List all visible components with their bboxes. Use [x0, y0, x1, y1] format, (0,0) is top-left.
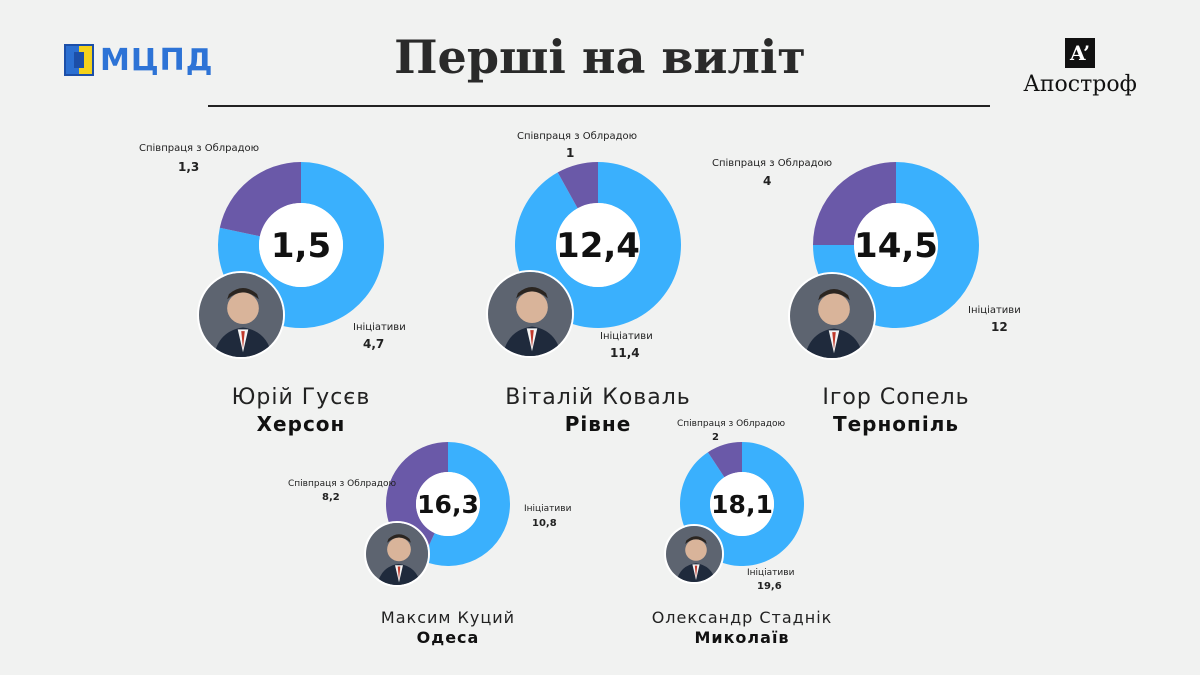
cooperation-slice	[557, 162, 598, 209]
initiatives-value: 4,7	[363, 337, 385, 351]
cooperation-label: Співпраця з Облрадою	[517, 131, 638, 142]
apostrof-logo-text: Апостроф	[1023, 72, 1137, 97]
donut-total: 18,1	[711, 490, 773, 519]
cooperation-label: Співпраця з Облрадою	[288, 479, 397, 489]
initiatives-label: Ініціативи	[353, 322, 406, 333]
cooperation-value: 1	[566, 146, 575, 160]
donut-total: 1,5	[271, 226, 331, 266]
person-photo	[364, 521, 430, 587]
donut-hole	[259, 203, 343, 287]
cooperation-value: 1,3	[178, 160, 200, 174]
city-name: Одеса	[416, 628, 480, 647]
person-photo	[197, 271, 285, 359]
initiatives-slice	[422, 442, 511, 566]
cooperation-slice	[219, 162, 301, 237]
mcpd-logo-text: МЦПД	[100, 43, 214, 78]
cooperation-slice	[813, 162, 896, 245]
donut-total: 14,5	[854, 226, 938, 266]
donut-hole	[854, 203, 938, 287]
cooperation-slice	[707, 442, 742, 478]
cooperation-label: Співпраця з Облрадою	[712, 158, 833, 169]
cooperation-value: 2	[712, 432, 719, 443]
initiatives-value: 19,6	[757, 581, 782, 592]
cooperation-label: Співпраця з Облрадою	[139, 143, 260, 154]
mcpd-logo-icon	[64, 44, 94, 76]
initiatives-label: Ініціативи	[747, 568, 795, 578]
title-divider	[208, 105, 990, 107]
cooperation-label: Співпраця з Облрадою	[677, 419, 786, 429]
person-photo	[486, 270, 574, 358]
person-name: Юрій Гусєв	[231, 385, 371, 410]
city-name: Херсон	[256, 412, 346, 436]
initiatives-label: Ініціативи	[524, 504, 572, 514]
logo-apostrof: A’ Апостроф	[1020, 38, 1140, 97]
initiatives-label: Ініціативи	[600, 331, 653, 342]
city-name: Тернопіль	[832, 412, 960, 436]
donut-total: 16,3	[417, 490, 479, 519]
initiatives-label: Ініціативи	[968, 305, 1021, 316]
initiatives-value: 11,4	[610, 346, 640, 360]
person-name: Віталій Коваль	[505, 385, 691, 410]
initiatives-value: 10,8	[532, 518, 557, 529]
person-photo	[664, 524, 724, 584]
apostrof-logo-icon: A’	[1065, 38, 1095, 68]
person-photo	[788, 272, 876, 360]
cooperation-value: 4	[763, 174, 772, 188]
city-name: Миколаїв	[694, 628, 790, 647]
person-name: Максим Куций	[380, 608, 516, 627]
donut-hole	[416, 472, 480, 536]
donut-hole	[710, 472, 774, 536]
donut-hole	[556, 203, 640, 287]
page-title: Перші на виліт	[394, 30, 806, 84]
donut-total: 12,4	[556, 226, 640, 266]
initiatives-value: 12	[991, 320, 1008, 334]
city-name: Рівне	[564, 412, 632, 436]
person-name: Олександр Стаднік	[651, 608, 833, 627]
person-name: Ігор Сопель	[822, 385, 970, 410]
cooperation-value: 8,2	[322, 492, 340, 503]
